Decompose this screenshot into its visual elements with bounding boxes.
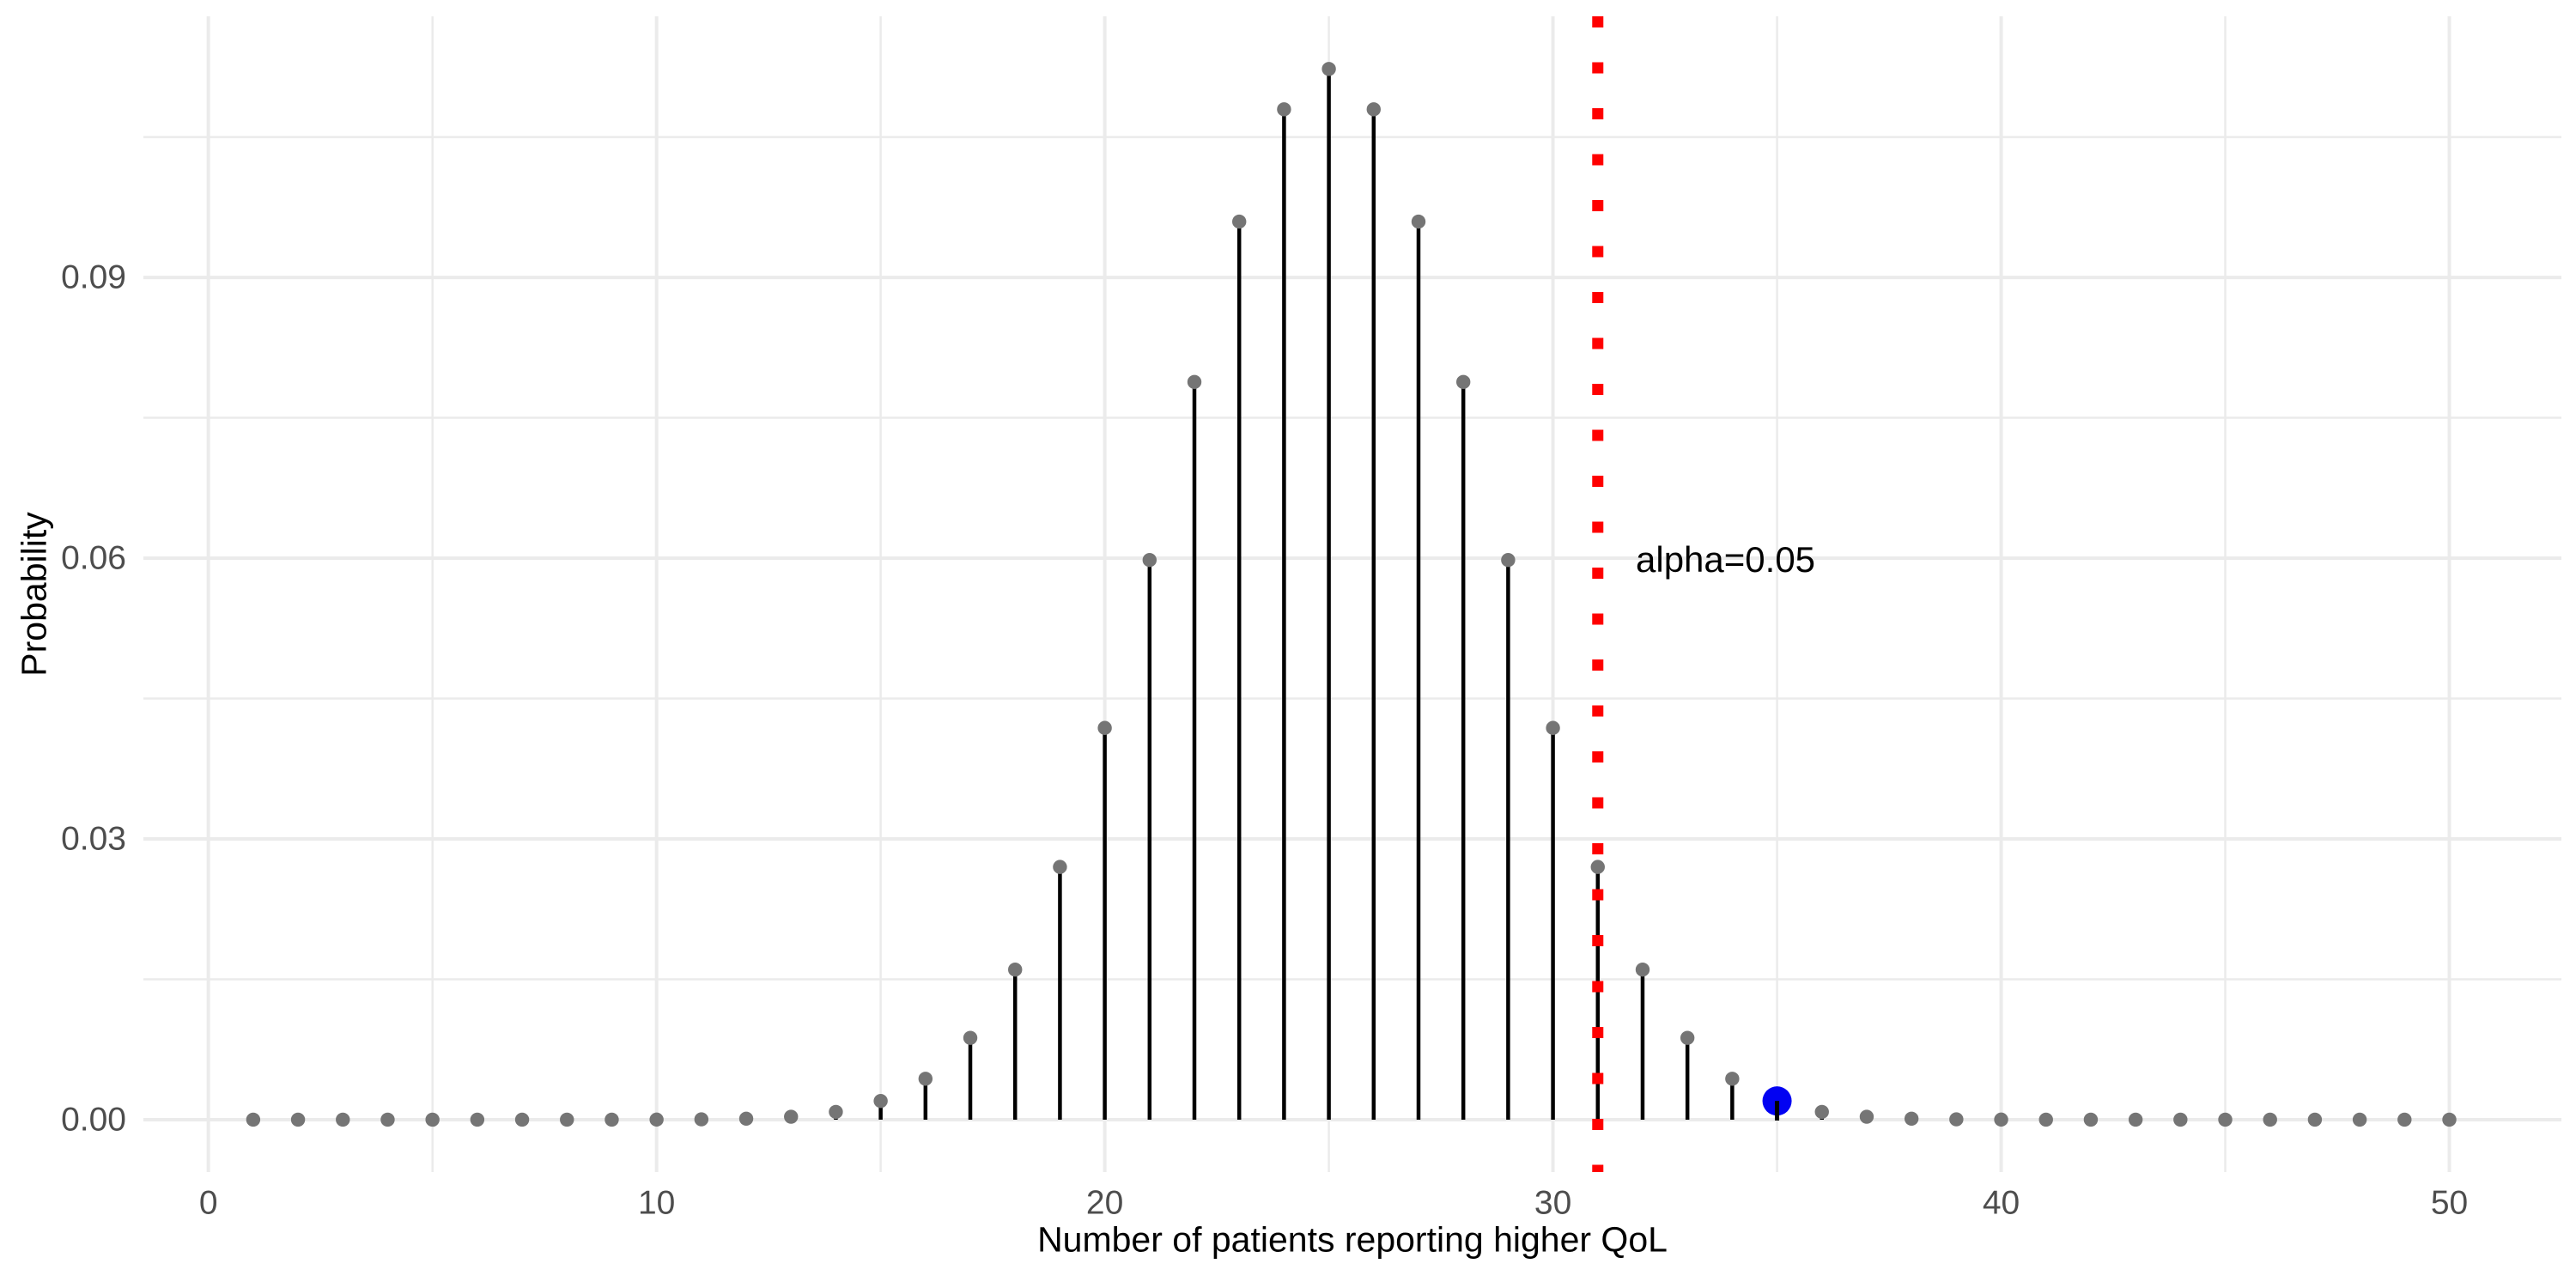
data-point — [1008, 963, 1023, 977]
data-point — [1680, 1030, 1695, 1045]
data-point — [336, 1112, 350, 1127]
data-point — [873, 1093, 888, 1109]
x-tick-label: 50 — [2431, 1185, 2468, 1222]
data-point — [2442, 1112, 2457, 1127]
data-point — [1635, 963, 1650, 977]
data-point — [2038, 1112, 2053, 1127]
data-point — [829, 1104, 843, 1120]
data-point — [605, 1112, 619, 1127]
x-tick-label: 10 — [638, 1185, 675, 1222]
data-point — [2173, 1112, 2188, 1127]
data-point — [694, 1112, 709, 1127]
y-tick-label: 0.06 — [61, 540, 126, 577]
data-point — [1053, 860, 1067, 874]
x-tick-label: 40 — [1983, 1185, 2020, 1222]
x-axis-title: Number of patients reporting higher QoL — [1037, 1219, 1668, 1260]
data-point — [514, 1112, 530, 1127]
data-point — [1277, 102, 1291, 117]
data-point — [380, 1112, 395, 1127]
data-point — [1814, 1104, 1829, 1120]
data-point — [246, 1112, 261, 1127]
y-tick-label: 0.09 — [61, 259, 126, 296]
data-point — [1546, 720, 1560, 735]
data-point — [1501, 553, 1516, 568]
data-point — [1904, 1111, 1919, 1126]
y-tick-label: 0.00 — [61, 1101, 126, 1138]
data-point — [1949, 1112, 1964, 1127]
data-point — [1725, 1072, 1740, 1086]
x-tick-label: 0 — [199, 1185, 218, 1222]
data-point — [784, 1109, 799, 1124]
y-axis-title: Probability — [14, 512, 54, 677]
data-point — [2218, 1112, 2233, 1127]
data-point — [1455, 374, 1471, 390]
data-point — [2307, 1112, 2323, 1127]
data-point — [738, 1111, 754, 1126]
data-point — [425, 1112, 440, 1127]
data-point — [470, 1112, 485, 1127]
y-tick-label: 0.03 — [61, 821, 126, 858]
data-point — [560, 1112, 574, 1127]
data-point — [290, 1112, 306, 1127]
data-point — [2128, 1112, 2143, 1127]
x-tick-label: 30 — [1534, 1185, 1571, 1222]
data-point — [1411, 214, 1426, 229]
alpha-annotation: alpha=0.05 — [1636, 539, 1816, 580]
data-point — [1321, 62, 1336, 76]
data-point — [649, 1112, 664, 1127]
data-point — [1590, 860, 1605, 874]
data-point — [963, 1030, 978, 1045]
data-point — [1859, 1109, 1874, 1124]
data-point — [2352, 1112, 2367, 1127]
data-point — [1187, 374, 1202, 390]
data-point — [2397, 1112, 2412, 1127]
data-point — [918, 1072, 933, 1086]
data-point — [1097, 720, 1112, 735]
x-tick-label: 20 — [1086, 1185, 1123, 1222]
data-point — [1232, 214, 1247, 229]
data-point — [1994, 1112, 2008, 1127]
data-point — [1142, 553, 1157, 568]
data-point — [2263, 1112, 2277, 1127]
data-point — [1366, 102, 1381, 117]
data-point — [2083, 1112, 2099, 1127]
